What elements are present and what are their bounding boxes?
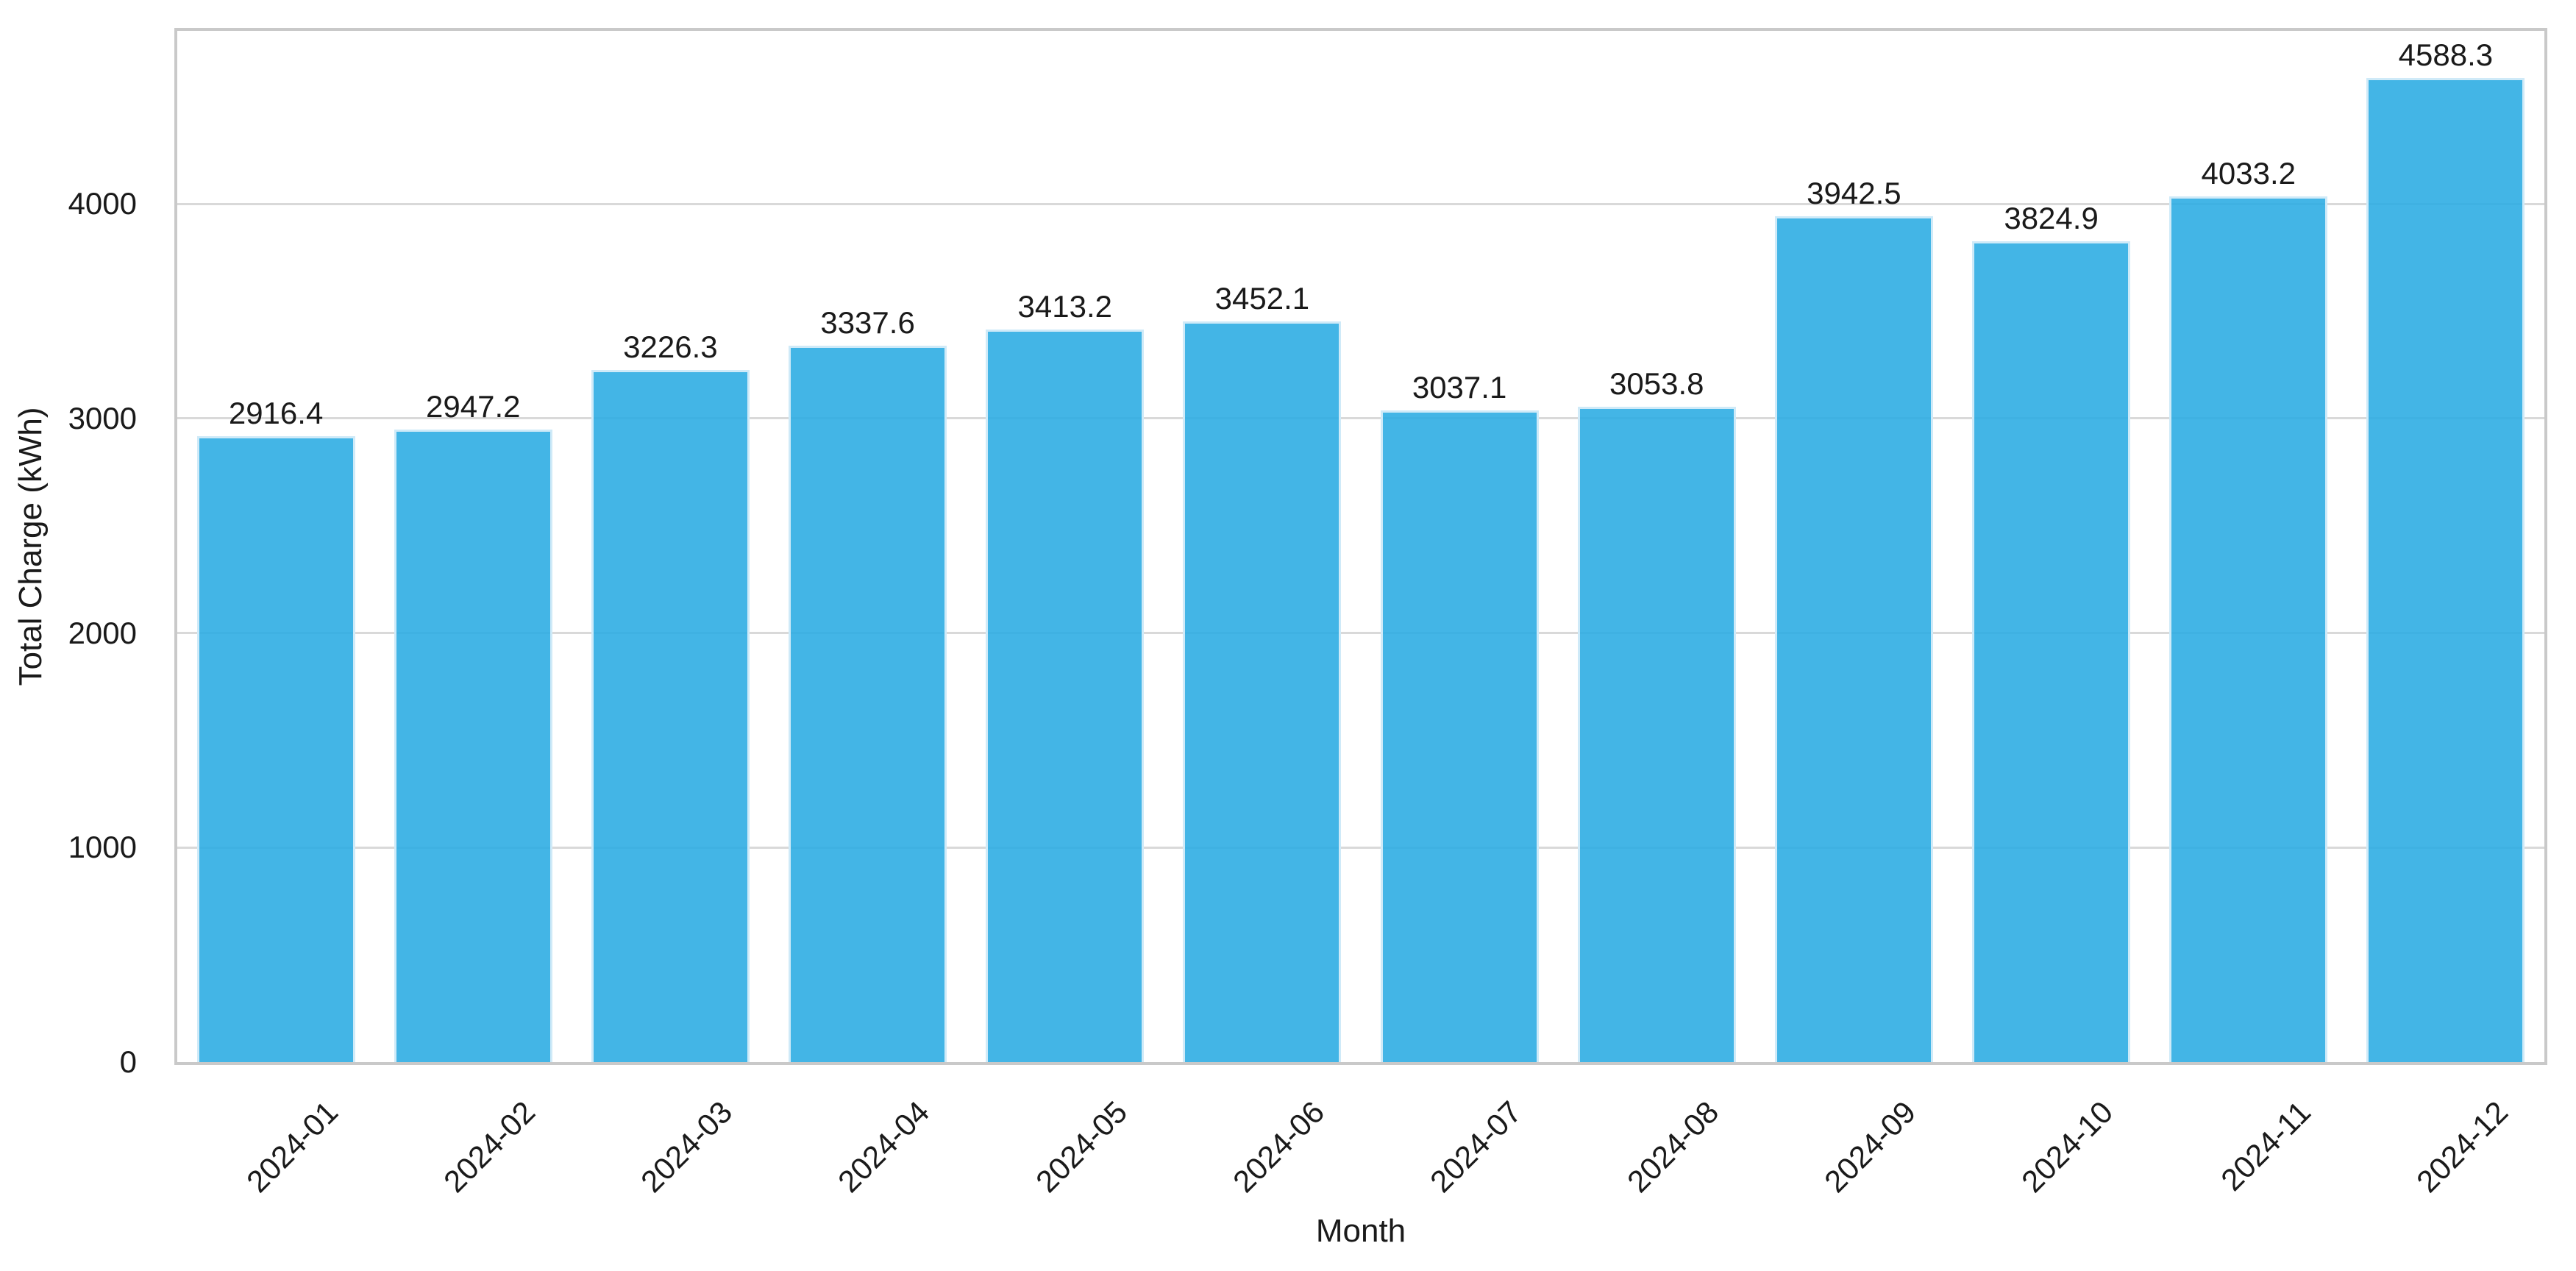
bar-value-label: 3226.3 [623, 329, 718, 364]
x-tick-label: 2024-05 [1028, 1094, 1134, 1200]
bar-value-label: 3413.2 [1017, 289, 1112, 324]
gridline [177, 202, 2544, 205]
x-tick-label: 2024-11 [2213, 1094, 2317, 1197]
x-tick-label: 2024-07 [1423, 1094, 1529, 1200]
bar-value-label: 3337.6 [820, 305, 915, 341]
bar-value-label: 3053.8 [1609, 366, 1704, 402]
y-tick-label: 4000 [68, 186, 137, 221]
bar [1972, 241, 2131, 1062]
y-tick-label: 0 [119, 1044, 137, 1079]
bar [1380, 410, 1539, 1062]
bar-value-label: 2947.2 [426, 389, 521, 424]
bar-value-label: 3824.9 [2004, 201, 2099, 236]
x-tick-label: 2024-08 [1620, 1094, 1726, 1200]
x-axis-title: Month [1315, 1213, 1406, 1249]
bar [196, 436, 355, 1062]
bar-value-label: 3942.5 [1807, 175, 1901, 210]
bar [986, 330, 1145, 1062]
bar-value-label: 3037.1 [1412, 370, 1507, 405]
bar-value-label: 4033.2 [2201, 156, 2296, 191]
y-axis-title: Total Charge (kWh) [13, 407, 49, 686]
bar-value-label: 2916.4 [228, 396, 324, 431]
x-tick-label: 2024-03 [634, 1094, 739, 1200]
x-tick-label: 2024-10 [2015, 1094, 2120, 1200]
gridline [177, 417, 2544, 420]
x-tick-label: 2024-12 [2409, 1094, 2515, 1200]
gridline [177, 632, 2544, 635]
bar-value-label: 4588.3 [2398, 37, 2494, 72]
bar [1774, 216, 1933, 1062]
bar [1577, 407, 1736, 1062]
x-tick-label: 2024-06 [1225, 1094, 1331, 1200]
bar-value-label: 3452.1 [1214, 280, 1310, 316]
x-tick-label: 2024-04 [831, 1094, 936, 1200]
bar [591, 369, 750, 1062]
bar [1183, 321, 1342, 1062]
x-tick-label: 2024-01 [239, 1094, 345, 1200]
bar [2366, 77, 2525, 1062]
bar [2169, 196, 2328, 1062]
y-tick-label: 3000 [68, 400, 137, 435]
gridline [177, 846, 2544, 849]
y-tick-label: 2000 [68, 615, 137, 650]
bar [789, 346, 947, 1062]
x-tick-label: 2024-02 [437, 1094, 542, 1200]
bar [394, 430, 552, 1062]
y-tick-label: 1000 [68, 830, 137, 865]
x-tick-label: 2024-09 [1818, 1094, 1923, 1200]
